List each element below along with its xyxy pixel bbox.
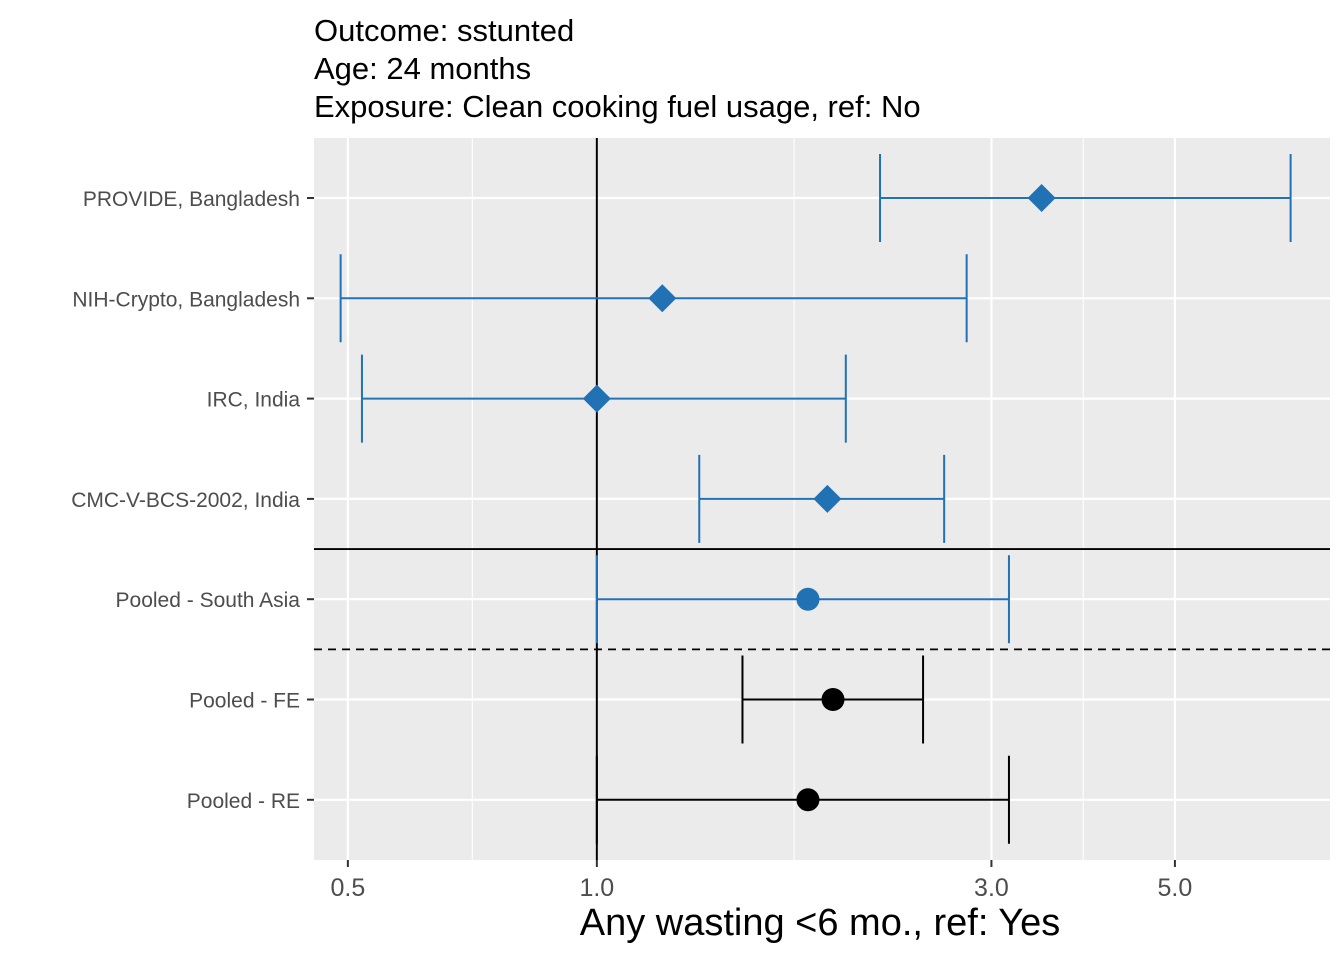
x-tick-label: 5.0 bbox=[1158, 874, 1193, 902]
chart-title-line-2: Age: 24 months bbox=[314, 51, 531, 86]
row-nih-crypto-bangladesh bbox=[339, 254, 968, 343]
row-irc-india bbox=[360, 354, 847, 443]
y-axis: PROVIDE, Bangladesh NIH-Crypto, Banglades… bbox=[71, 188, 314, 813]
chart-title-line-3: Exposure: Clean cooking fuel usage, ref:… bbox=[314, 89, 921, 124]
row-provide-bangladesh bbox=[879, 154, 1292, 242]
y-tick-label: NIH-Crypto, Bangladesh bbox=[72, 288, 300, 311]
y-tick-label: Pooled - FE bbox=[189, 690, 300, 713]
y-tick-label: IRC, India bbox=[207, 389, 301, 412]
estimate-circle-point bbox=[796, 788, 820, 812]
y-tick-label: PROVIDE, Bangladesh bbox=[83, 188, 300, 211]
y-tick-label: CMC-V-BCS-2002, India bbox=[71, 489, 300, 512]
group-separators bbox=[314, 548, 1330, 651]
x-axis-title: Any wasting <6 mo., ref: Yes bbox=[580, 902, 1061, 944]
x-tick-label: 0.5 bbox=[330, 874, 365, 902]
estimate-circle-point bbox=[796, 587, 820, 611]
row-cmc-v-bcs-2002-india bbox=[698, 454, 946, 543]
estimate-circle-point bbox=[821, 688, 845, 711]
y-tick-label: Pooled - South Asia bbox=[116, 589, 301, 612]
estimate-diamond-point bbox=[1027, 184, 1056, 212]
row-pooled-south-asia bbox=[595, 555, 1010, 644]
y-tick-label: Pooled - RE bbox=[187, 790, 300, 813]
estimate-marks bbox=[339, 154, 1292, 844]
row-pooled-re bbox=[595, 755, 1010, 844]
estimate-diamond-point bbox=[582, 384, 611, 413]
row-pooled-fe bbox=[741, 655, 925, 744]
x-tick-label: 3.0 bbox=[974, 874, 1009, 902]
x-axis: 0.5 1.0 3.0 5.0 bbox=[330, 860, 1192, 902]
chart-title-line-1: Outcome: sstunted bbox=[314, 13, 574, 48]
x-tick-label: 1.0 bbox=[579, 874, 614, 902]
estimate-diamond-point bbox=[648, 284, 677, 313]
estimate-diamond-point bbox=[813, 484, 842, 513]
